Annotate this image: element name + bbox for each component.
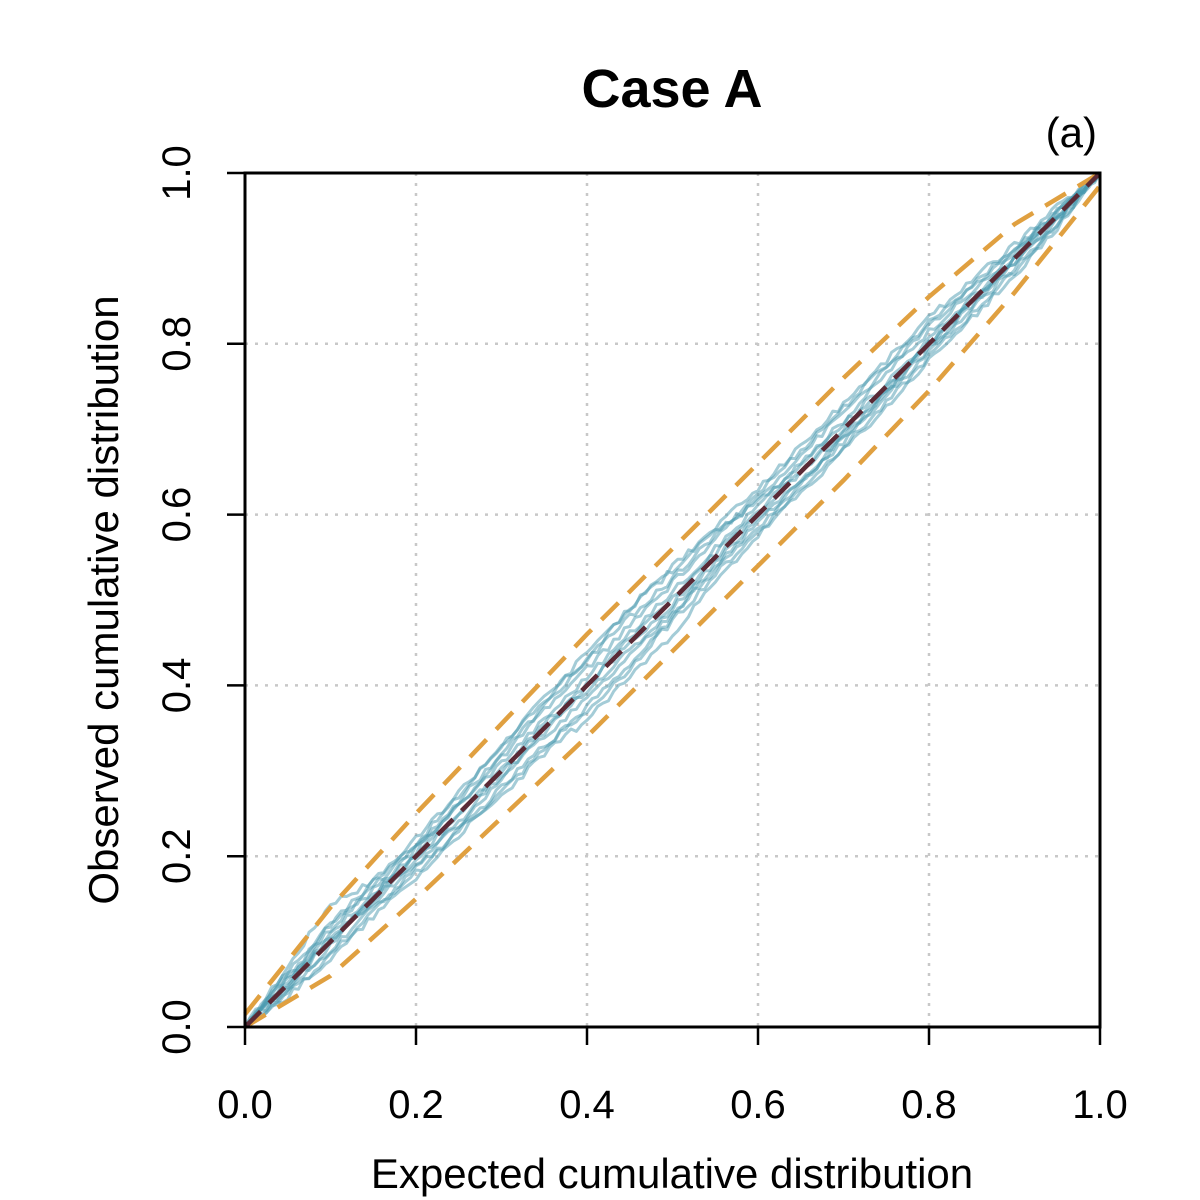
band-upper-line <box>243 171 1102 1016</box>
series-line-replicate-7 <box>244 172 1102 1029</box>
x-tick-label-0: 0.0 <box>217 1083 273 1127</box>
reference-line <box>243 171 1102 1029</box>
y-tick-label-5: 1.0 <box>155 145 199 201</box>
x-tick-label-1: 0.2 <box>388 1083 444 1127</box>
axis-ticks: 0.0 0.2 0.4 0.6 0.8 1.0 0.0 0.2 0.4 0.6 0.8 1.0 <box>155 145 1128 1127</box>
series-line-replicate-12 <box>243 171 1101 1029</box>
band-lower-line <box>243 184 1102 1029</box>
x-tick-label-2: 0.4 <box>559 1083 615 1127</box>
series-line-replicate-11 <box>244 171 1102 1029</box>
y-tick-label-3: 0.6 <box>155 487 199 543</box>
chart-title: Case A <box>581 59 762 119</box>
y-tick-label-0: 0.0 <box>155 999 199 1055</box>
y-axis-label: Observed cumulative distribution <box>80 295 127 904</box>
x-tick-label-3: 0.6 <box>730 1083 786 1127</box>
panel-label: (a) <box>1046 109 1097 156</box>
y-tick-label-1: 0.2 <box>155 828 199 884</box>
x-axis-label: Expected cumulative distribution <box>371 1150 973 1197</box>
y-tick-label-2: 0.4 <box>155 658 199 714</box>
confidence-band <box>243 171 1102 1029</box>
series-line-replicate-2 <box>244 172 1102 1029</box>
y-tick-label-4: 0.8 <box>155 316 199 372</box>
series-line-replicate-10 <box>243 171 1101 1028</box>
identity-line <box>243 171 1102 1029</box>
plot-frame <box>243 171 1102 1029</box>
x-tick-label-4: 0.8 <box>901 1083 957 1127</box>
x-tick-label-5: 1.0 <box>1072 1083 1128 1127</box>
series-line-replicate-3 <box>243 172 1102 1029</box>
